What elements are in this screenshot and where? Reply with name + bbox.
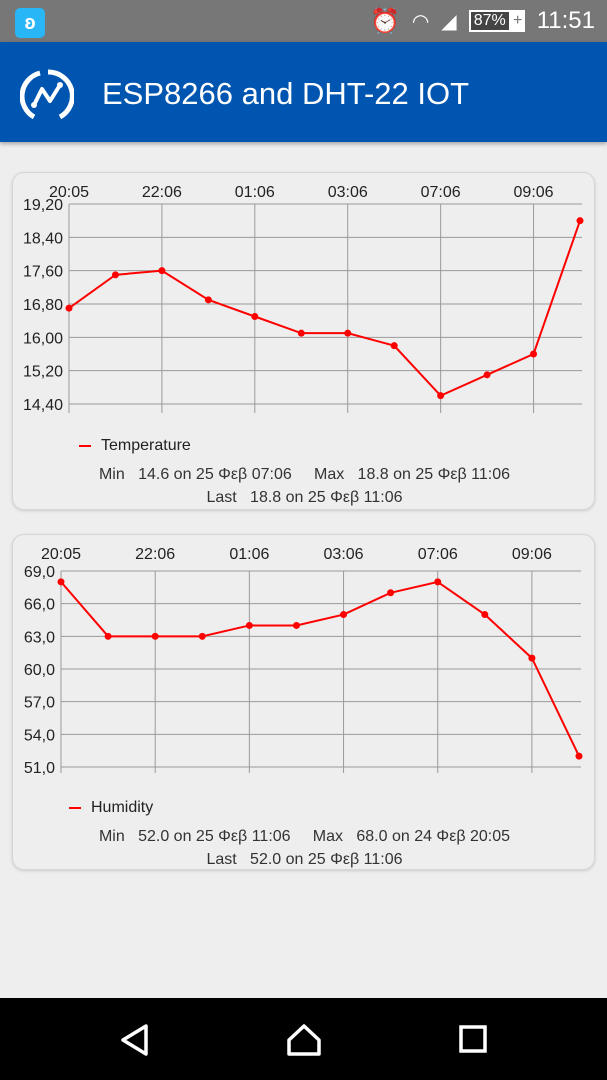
x-tick-label: 20:05 — [41, 546, 81, 563]
data-point — [111, 271, 119, 279]
x-tick-label: 22:06 — [142, 184, 182, 201]
status-bar: ʚ ⏰ ◠ ◢ 87% + 11:51 — [0, 0, 607, 42]
data-point — [251, 313, 259, 320]
stat-last: Last 52.0 on 25 Φεβ 11:06 — [206, 851, 403, 868]
x-tick-label: 07:06 — [421, 184, 461, 201]
data-point — [387, 589, 395, 597]
data-point — [292, 621, 300, 629]
data-point — [340, 611, 348, 619]
app-notification-icon: ʚ — [15, 8, 45, 38]
app-bar: ESP8266 and DHT-22 IOT — [0, 42, 607, 142]
wifi-icon: ◠ — [411, 10, 430, 33]
data-point — [204, 296, 212, 304]
data-point — [65, 304, 73, 312]
data-point — [151, 632, 159, 640]
recents-icon[interactable] — [458, 1023, 488, 1057]
temperature-chart-card: 19,20 18,40 17,60 16,80 16,00 15,20 14,40 20:05… — [12, 172, 595, 510]
x-tick-label: 22:06 — [135, 546, 175, 563]
data-point — [481, 611, 489, 619]
humidity-chart: 69,0 66,0 63,0 60,0 57,0 54,0 51,0 20:05 22:06 01… — [24, 546, 583, 777]
chart-logo-icon — [20, 69, 74, 120]
stats-min-max: Min 14.6 on 25 Φεβ 07:06 Max 18.8 on 25 … — [13, 466, 596, 484]
data-point — [57, 578, 65, 586]
data-point — [434, 578, 442, 586]
x-tick-label: 09:06 — [514, 184, 554, 201]
data-point — [575, 752, 583, 760]
legend-humidity: Humidity — [69, 799, 153, 817]
y-tick-label: 69,0 — [24, 564, 55, 581]
legend-temperature: Temperature — [79, 437, 191, 455]
legend-label: Humidity — [91, 799, 154, 816]
y-tick-label: 16,00 — [23, 330, 63, 347]
x-tick-label: 07:06 — [418, 546, 458, 563]
y-tick-label: 51,0 — [24, 760, 55, 777]
data-point — [390, 342, 398, 350]
clock: 11:51 — [536, 7, 595, 34]
temperature-chart: 19,20 18,40 17,60 16,80 16,00 15,20 14,40 20:05… — [23, 184, 584, 414]
page-title: ESP8266 and DHT-22 IOT — [102, 76, 470, 111]
y-tick-label: 66,0 — [24, 597, 55, 614]
data-point — [576, 217, 584, 225]
x-tick-label: 01:06 — [229, 546, 269, 563]
legend-swatch — [69, 807, 81, 809]
x-tick-label: 03:06 — [328, 184, 368, 201]
data-point — [158, 267, 166, 275]
battery-level: 87% — [468, 10, 511, 32]
legend-label: Temperature — [101, 437, 191, 454]
battery-charging-icon: 87% + — [468, 10, 525, 32]
x-tick-label: 09:06 — [512, 546, 552, 563]
data-point — [483, 371, 491, 379]
signal-icon: ◢ — [441, 10, 457, 33]
back-icon[interactable] — [118, 1023, 152, 1057]
humidity-chart-card: 69,0 66,0 63,0 60,0 57,0 54,0 51,0 20:05 22:06 01… — [12, 534, 595, 870]
y-tick-label: 16,80 — [23, 297, 63, 314]
data-point — [297, 329, 305, 337]
x-tick-label: 03:06 — [324, 546, 364, 563]
stat-max: Max 68.0 on 24 Φεβ 20:05 — [312, 828, 511, 845]
stat-last: Last 18.8 on 25 Φεβ 11:06 — [206, 489, 403, 506]
data-point — [245, 621, 253, 629]
y-tick-label: 63,0 — [24, 629, 55, 646]
stat-min: Min 14.6 on 25 Φεβ 07:06 — [98, 466, 292, 483]
y-tick-label: 17,60 — [23, 264, 63, 281]
legend-swatch — [79, 445, 91, 447]
stat-min: Min 52.0 on 25 Φεβ 11:06 — [98, 828, 291, 845]
y-tick-label: 60,0 — [24, 662, 55, 679]
data-point — [198, 632, 206, 640]
series-line-temperature — [68, 220, 581, 397]
data-point — [528, 654, 536, 662]
y-tick-label: 54,0 — [24, 727, 55, 744]
data-point — [344, 329, 352, 337]
y-tick-label: 57,0 — [24, 695, 55, 712]
navigation-bar — [0, 998, 607, 1080]
home-icon[interactable] — [286, 1023, 322, 1057]
y-tick-label: 18,40 — [23, 230, 63, 247]
data-point — [104, 632, 112, 640]
data-point — [530, 350, 538, 358]
alarm-icon: ⏰ — [369, 7, 400, 35]
stats-min-max: Min 52.0 on 25 Φεβ 11:06 Max 68.0 on 24 … — [13, 828, 596, 846]
y-tick-label: 15,20 — [23, 364, 63, 381]
x-tick-label: 20:05 — [49, 184, 89, 201]
y-tick-label: 14,40 — [23, 397, 63, 414]
data-point — [437, 392, 445, 400]
series-line-humidity — [60, 580, 580, 757]
stat-max: Max 18.8 on 25 Φεβ 11:06 — [313, 466, 511, 483]
y-tick-label: 19,20 — [23, 197, 63, 214]
x-tick-label: 01:06 — [235, 184, 275, 201]
